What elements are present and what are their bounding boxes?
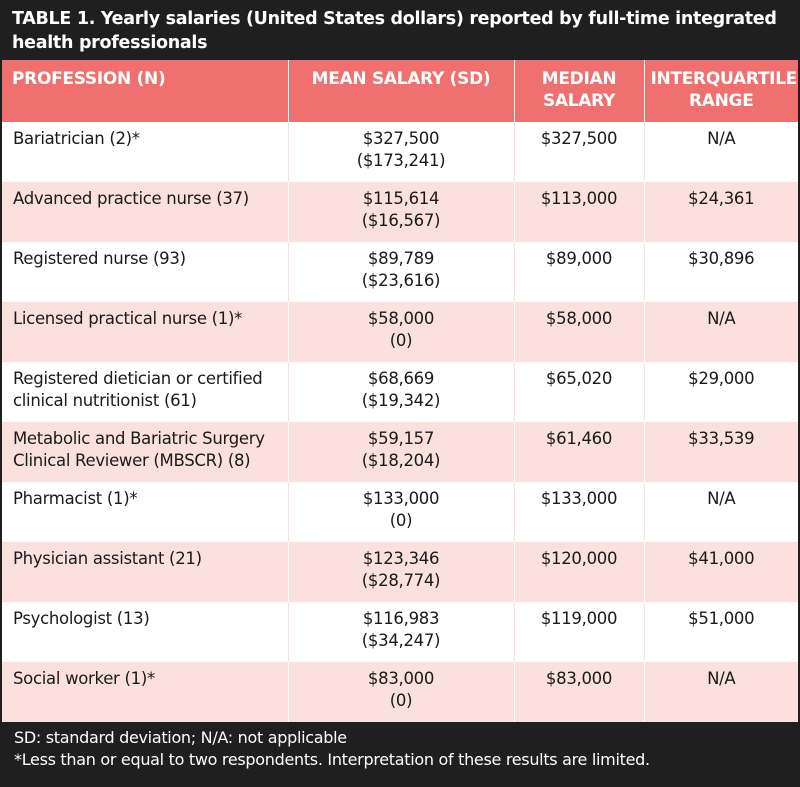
sd-value: ($18,204) <box>361 451 441 470</box>
cell-profession: Registered nurse (93) <box>2 242 288 302</box>
cell-interquartile-range: N/A <box>643 662 798 722</box>
cell-mean-salary: $115,614 ($16,567) <box>287 182 514 242</box>
table-body: Bariatrician (2)* $327,500 ($173,241) $327,… <box>2 122 798 722</box>
table-row: Registered nurse (93) $89,789 ($23,616) $89… <box>2 242 798 302</box>
cell-mean-salary: $116,983 ($34,247) <box>287 602 514 662</box>
table-row: Pharmacist (1)* $133,000 (0) $133,000 N/A <box>2 482 798 542</box>
cell-profession: Advanced practice nurse (37) <box>2 182 288 242</box>
cell-interquartile-range: $41,000 <box>643 542 798 602</box>
sd-value: ($19,342) <box>361 391 441 410</box>
cell-mean-salary: $133,000 (0) <box>287 482 514 542</box>
header-interquartile-range: INTERQUARTILE RANGE <box>643 60 798 122</box>
header-median-salary: MEDIAN SALARY <box>513 60 644 122</box>
table-row: Advanced practice nurse (37) $115,614 ($16… <box>2 182 798 242</box>
cell-profession: Pharmacist (1)* <box>2 482 288 542</box>
cell-median-salary: $120,000 <box>513 542 644 602</box>
footnote-respondents: *Less than or equal to two respondents. … <box>14 750 650 769</box>
sd-value: (0) <box>389 691 413 710</box>
cell-profession: Metabolic and Bariatric Surgery Clinical… <box>2 422 288 482</box>
sd-value: ($28,774) <box>361 571 441 590</box>
cell-interquartile-range: $33,539 <box>643 422 798 482</box>
header-median-line1: MEDIAN <box>541 69 617 89</box>
sd-value: ($34,247) <box>361 631 441 650</box>
cell-interquartile-range: N/A <box>643 122 798 182</box>
cell-median-salary: $119,000 <box>513 602 644 662</box>
cell-interquartile-range: N/A <box>643 482 798 542</box>
table-row: Social worker (1)* $83,000 (0) $83,000 N/A <box>2 662 798 722</box>
sd-value: ($23,616) <box>361 271 441 290</box>
table-row: Physician assistant (21) $123,346 ($28,774… <box>2 542 798 602</box>
cell-mean-salary: $59,157 ($18,204) <box>287 422 514 482</box>
mean-value: $58,000 <box>367 309 435 328</box>
sd-value: ($16,567) <box>361 211 441 230</box>
mean-value: $123,346 <box>362 549 440 568</box>
header-iqr-line2: RANGE <box>688 91 754 111</box>
cell-interquartile-range: $29,000 <box>643 362 798 422</box>
cell-mean-salary: $68,669 ($19,342) <box>287 362 514 422</box>
cell-interquartile-range: N/A <box>643 302 798 362</box>
header-iqr-line1: INTERQUARTILE <box>650 69 798 89</box>
mean-value: $68,669 <box>367 369 435 388</box>
mean-value: $59,157 <box>367 429 435 448</box>
cell-interquartile-range: $30,896 <box>643 242 798 302</box>
cell-profession: Psychologist (13) <box>2 602 288 662</box>
header-mean-salary: MEAN SALARY (SD) <box>287 60 514 122</box>
cell-median-salary: $133,000 <box>513 482 644 542</box>
sd-value: (0) <box>389 331 413 350</box>
sd-value: ($173,241) <box>356 151 446 170</box>
cell-mean-salary: $83,000 (0) <box>287 662 514 722</box>
cell-mean-salary: $58,000 (0) <box>287 302 514 362</box>
cell-profession: Bariatrician (2)* <box>2 122 288 182</box>
mean-value: $116,983 <box>362 609 440 628</box>
header-profession: PROFESSION (N) <box>2 60 288 122</box>
cell-median-salary: $327,500 <box>513 122 644 182</box>
cell-median-salary: $65,020 <box>513 362 644 422</box>
footnote-abbreviations: SD: standard deviation; N/A: not applica… <box>14 728 347 747</box>
table-row: Psychologist (13) $116,983 ($34,247) $119,0… <box>2 602 798 662</box>
mean-value: $115,614 <box>362 189 440 208</box>
cell-mean-salary: $327,500 ($173,241) <box>287 122 514 182</box>
table-row: Bariatrician (2)* $327,500 ($173,241) $327,… <box>2 122 798 182</box>
cell-mean-salary: $89,789 ($23,616) <box>287 242 514 302</box>
cell-profession: Social worker (1)* <box>2 662 288 722</box>
cell-median-salary: $83,000 <box>513 662 644 722</box>
header-row: PROFESSION (N) MEAN SALARY (SD) MEDIAN S… <box>2 60 798 122</box>
cell-profession: Licensed practical nurse (1)* <box>2 302 288 362</box>
table-row: Licensed practical nurse (1)* $58,000 (0) $… <box>2 302 798 362</box>
cell-median-salary: $89,000 <box>513 242 644 302</box>
cell-median-salary: $58,000 <box>513 302 644 362</box>
cell-profession: Registered dietician or certified clinic… <box>2 362 288 422</box>
cell-median-salary: $61,460 <box>513 422 644 482</box>
cell-interquartile-range: $24,361 <box>643 182 798 242</box>
table-title: TABLE 1. Yearly salaries (United States … <box>2 2 798 60</box>
mean-value: $83,000 <box>367 669 435 688</box>
table-row: Metabolic and Bariatric Surgery Clinical… <box>2 422 798 482</box>
mean-value: $89,789 <box>367 249 435 268</box>
header-median-line2: SALARY <box>542 91 616 111</box>
cell-mean-salary: $123,346 ($28,774) <box>287 542 514 602</box>
mean-value: $327,500 <box>362 129 440 148</box>
table-header: PROFESSION (N) MEAN SALARY (SD) MEDIAN S… <box>2 60 798 122</box>
cell-median-salary: $113,000 <box>513 182 644 242</box>
cell-profession: Physician assistant (21) <box>2 542 288 602</box>
table-footnotes: SD: standard deviation; N/A: not applica… <box>2 722 798 771</box>
salary-table: PROFESSION (N) MEAN SALARY (SD) MEDIAN S… <box>2 60 798 722</box>
cell-interquartile-range: $51,000 <box>643 602 798 662</box>
table-row: Registered dietician or certified clinic… <box>2 362 798 422</box>
sd-value: (0) <box>389 511 413 530</box>
mean-value: $133,000 <box>362 489 440 508</box>
